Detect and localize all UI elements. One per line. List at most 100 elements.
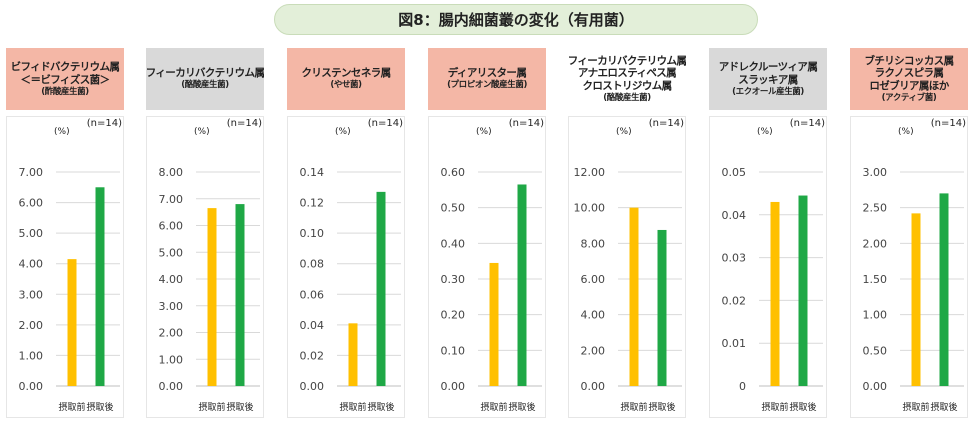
y-tick-label: 5.00: [19, 227, 44, 240]
x-category-label: 摂取前: [339, 401, 366, 413]
y-tick-label: 4.00: [581, 309, 606, 322]
unit-label: (%): [194, 127, 210, 137]
y-tick-label: 1.00: [19, 349, 44, 362]
y-tick-label: 2.00: [19, 319, 44, 332]
category-name-line: クロストリジウム属: [582, 80, 672, 93]
category-name-line: ビフィドバクテリウム属: [10, 61, 120, 74]
category-header: ブチリシコッカス属 ラクノスピラ属 ロゼブリア属ほか (アクティブ菌): [850, 48, 968, 110]
sample-size-label: (n=14): [87, 118, 122, 129]
category-subtitle: (酪酸産生菌): [603, 93, 651, 104]
y-tick-label: 3.00: [159, 300, 184, 313]
chart-panel-5: フィーカリバクテリウム属 アナエロスティペス属 クロストリジウム属 (酪酸産生菌) (%…: [568, 48, 686, 420]
y-tick-label: 0.40: [441, 237, 466, 250]
category-name-line: ＜＝ビフィズス菌＞: [20, 73, 110, 86]
y-tick-label: 0.04: [300, 319, 325, 332]
category-name-line: フィーカリバクテリウム属: [568, 54, 686, 67]
bar-before: [207, 208, 217, 386]
bar-after: [95, 187, 105, 386]
chart-frame: [428, 116, 546, 418]
x-category-label: 摂取後: [86, 401, 113, 413]
y-tick-label: 2.00: [863, 237, 888, 250]
x-category-label: 摂取後: [367, 401, 394, 413]
unit-label: (%): [616, 127, 632, 137]
y-tick-label: 0.50: [863, 344, 888, 357]
y-tick-label: 0.02: [300, 349, 325, 362]
chart-panel-2: フィーカリバクテリウム属 (酪酸産生菌) (%) (n=14) 0.00 1.00 2.00…: [146, 48, 264, 420]
y-tick-label: 8.00: [581, 237, 606, 250]
x-category-label: 摂取前: [58, 401, 85, 413]
y-tick-label: 0.20: [441, 309, 466, 322]
sample-size-label: (n=14): [368, 118, 403, 129]
unit-label: (%): [335, 127, 351, 137]
y-tick-label: 0.06: [300, 288, 325, 301]
y-tick-label: 2.50: [863, 202, 888, 215]
category-name-line: ディアリスター属: [447, 67, 527, 80]
y-tick-label: 8.00: [159, 166, 184, 179]
bar-before: [67, 259, 77, 386]
bar-chart: (%) (n=14) 0.00 1.00 2.00 3.00 4.00 5.00 6.00 7.0…: [6, 116, 124, 418]
y-tick-label: 0.01: [722, 337, 747, 350]
category-name-line: ロゼブリア属ほか: [869, 80, 949, 93]
y-tick-label: 7.00: [19, 166, 44, 179]
y-tick-label: 5.00: [159, 246, 184, 259]
category-name-line: スラッキア属: [738, 73, 798, 86]
category-name-line: フィーカリバクテリウム属: [146, 67, 264, 80]
x-category-label: 摂取前: [761, 401, 788, 413]
y-tick-label: 1.50: [863, 273, 888, 286]
bar-after: [657, 229, 667, 386]
chart-panel-4: ディアリスター属 (プロピオン酸産生菌) (%) (n=14) 0.00 0.10 0.20…: [428, 48, 546, 420]
y-tick-label: 12.00: [574, 166, 606, 179]
category-header: フィーカリバクテリウム属 アナエロスティペス属 クロストリジウム属 (酪酸産生菌): [568, 48, 686, 110]
y-tick-label: 0.30: [441, 273, 466, 286]
y-tick-label: 6.00: [159, 220, 184, 233]
bar-before: [770, 201, 780, 386]
unit-label: (%): [757, 127, 773, 137]
category-name-line: アナエロスティペス属: [577, 67, 677, 80]
chart-panel-6: アドレクルーツィア属 スラッキア属 (エクオール産生菌) (%) (n=14) 0 0.01…: [709, 48, 827, 420]
y-tick-label: 0.03: [722, 252, 747, 265]
y-tick-label: 4.00: [159, 273, 184, 286]
y-tick-label: 6.00: [19, 197, 44, 210]
y-tick-label: 0: [739, 380, 746, 393]
y-tick-label: 6.00: [581, 273, 606, 286]
y-tick-label: 10.00: [574, 202, 606, 215]
sample-size-label: (n=14): [649, 118, 684, 129]
chart-frame: [568, 116, 686, 418]
x-category-label: 摂取前: [902, 401, 929, 413]
category-name-line: アドレクルーツィア属: [718, 61, 818, 74]
y-tick-label: 0.00: [441, 380, 466, 393]
figure-title: 図8：腸内細菌叢の変化（有用菌）: [274, 4, 758, 35]
bar-after: [798, 195, 808, 386]
bar-chart: (%) (n=14) 0.00 2.00 4.00 6.00 8.00 10.00 12.00 摂…: [568, 116, 686, 418]
category-subtitle: (プロピオン酸産生菌): [447, 80, 527, 91]
y-tick-label: 0.00: [581, 380, 606, 393]
y-tick-label: 2.00: [581, 344, 606, 357]
y-tick-label: 0.08: [300, 258, 325, 271]
sample-size-label: (n=14): [509, 118, 544, 129]
chart-frame: [850, 116, 968, 418]
category-header: ビフィドバクテリウム属 ＜＝ビフィズス菌＞ (酢酸産生菌): [6, 48, 124, 110]
y-tick-label: 0.05: [722, 166, 747, 179]
unit-label: (%): [476, 127, 492, 137]
chart-panel-1: ビフィドバクテリウム属 ＜＝ビフィズス菌＞ (酢酸産生菌) (%) (n=14) 0.00…: [6, 48, 124, 420]
y-tick-label: 0.00: [159, 380, 184, 393]
chart-panel-7: ブチリシコッカス属 ラクノスピラ属 ロゼブリア属ほか (アクティブ菌) (%) (n=14…: [850, 48, 968, 420]
bar-after: [376, 191, 386, 386]
y-tick-label: 0.60: [441, 166, 466, 179]
y-tick-label: 0.12: [300, 197, 325, 210]
unit-label: (%): [54, 127, 70, 137]
bar-after: [235, 204, 245, 386]
sample-size-label: (n=14): [227, 118, 262, 129]
x-category-label: 摂取前: [480, 401, 507, 413]
x-category-label: 摂取後: [226, 401, 253, 413]
bar-chart: (%) (n=14) 0.00 0.50 1.00 1.50 2.00 2.50 3.00 摂取前…: [850, 116, 968, 418]
bar-chart: (%) (n=14) 0.00 0.02 0.04 0.06 0.08 0.10 0.12 0.1…: [287, 116, 405, 418]
y-tick-label: 0.02: [722, 294, 747, 307]
category-subtitle: (やせ菌): [330, 80, 362, 91]
x-category-label: 摂取後: [930, 401, 957, 413]
bar-chart: (%) (n=14) 0.00 1.00 2.00 3.00 4.00 5.00 6.00 7.0…: [146, 116, 264, 418]
bar-before: [348, 323, 358, 386]
category-header: アドレクルーツィア属 スラッキア属 (エクオール産生菌): [709, 48, 827, 110]
x-category-label: 摂取後: [508, 401, 535, 413]
category-name-line: クリステンセネラ属: [301, 67, 391, 80]
